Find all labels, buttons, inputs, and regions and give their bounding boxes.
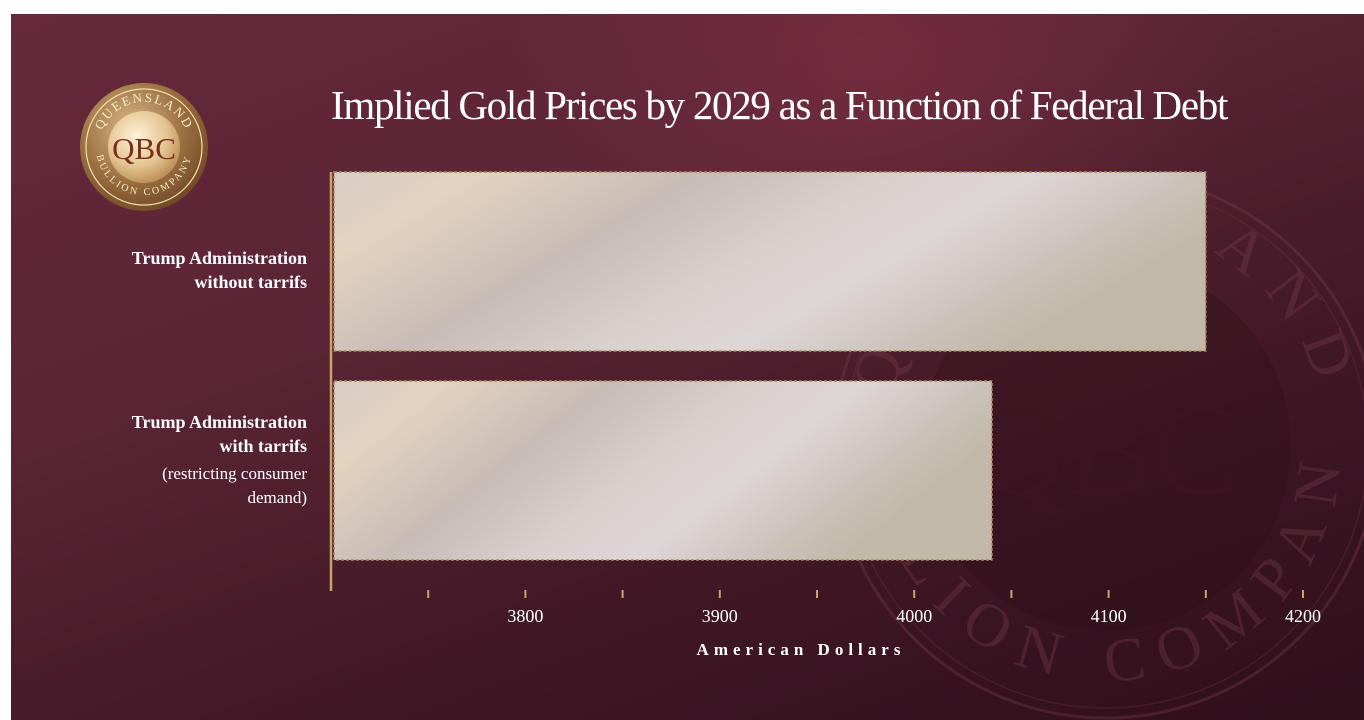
company-logo: QUEENSLAND BULLION COMPANY QBC (80, 83, 208, 211)
category-label-without-tariffs: Trump Administration without tarrifs (132, 246, 307, 294)
x-tick-label: 3900 (702, 606, 738, 626)
x-axis-label: American Dollars (696, 640, 906, 659)
category-2-line1: Trump Administration (131, 412, 307, 432)
category-2-note-line2: demand) (247, 488, 307, 507)
logo-center-text: QBC (112, 131, 176, 166)
category-2-note: (restricting consumer demand) (132, 462, 307, 510)
watermark-seal: QBC QUEENSLAND BULLION COMPANY (11, 14, 1364, 720)
bar-2 (333, 380, 993, 561)
chart-frame: QBC QUEENSLAND BULLION COMPANY (11, 14, 1364, 720)
chart-title: Implied Gold Prices by 2029 as a Functio… (331, 82, 1228, 128)
x-tick-label: 4200 (1285, 606, 1321, 626)
x-tick-label: 4000 (896, 606, 932, 626)
category-1-line1: Trump Administration (131, 248, 307, 268)
category-1-line2: without tarrifs (194, 272, 307, 292)
category-2-line2: with tarrifs (219, 436, 307, 456)
category-2-note-line1: (restricting consumer (162, 464, 307, 483)
category-label-with-tariffs: Trump Administration with tarrifs (restr… (132, 410, 307, 510)
bar-1 (333, 171, 1207, 352)
bar-chart: 3800 3900 4000 4100 4200 (329, 171, 1321, 626)
watermark-center-text: QBC (972, 379, 1239, 523)
x-tick-label: 4100 (1091, 606, 1127, 626)
x-tick-label: 3800 (507, 606, 543, 626)
